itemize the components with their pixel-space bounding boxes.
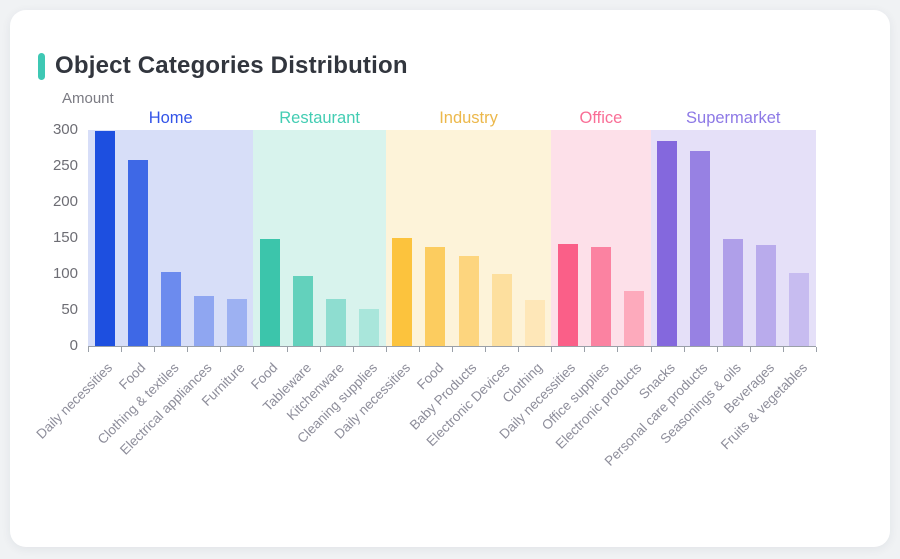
bar-supermarket-snacks[interactable] [657, 140, 678, 346]
bar-supermarket-beverages[interactable] [756, 245, 777, 346]
x-axis-tick-mark [418, 347, 420, 352]
x-axis-tick-mark [485, 347, 487, 352]
bar-home-daily-necessities[interactable] [94, 131, 115, 346]
bar-slot [684, 130, 717, 346]
x-axis-tick-mark [816, 347, 817, 352]
bar-office-electronic-products[interactable] [624, 291, 644, 346]
bar-restaurant-cleaning-supplies[interactable] [359, 309, 380, 346]
group-label-home: Home [148, 108, 193, 127]
group-panel-office [551, 130, 651, 346]
bar-slot [419, 130, 452, 346]
y-axis-tick-label: 150 [52, 229, 78, 246]
bar-slot [584, 130, 617, 346]
bar-slot [551, 130, 584, 346]
bar-home-furniture[interactable] [226, 299, 247, 346]
x-axis-tick-mark [319, 347, 321, 352]
plot-area [88, 130, 816, 347]
bar-slot [485, 130, 518, 346]
bar-slot [651, 130, 684, 346]
x-axis-tick-mark [253, 347, 255, 352]
group-panel-home [88, 130, 254, 346]
group-panel-restaurant [253, 130, 386, 346]
bar-restaurant-tableware[interactable] [293, 276, 314, 346]
x-axis-tick-mark [749, 347, 751, 352]
bar-slot [717, 130, 750, 346]
x-axis-tick-mark [385, 347, 387, 352]
bar-restaurant-kitchenware[interactable] [326, 299, 347, 346]
bar-industry-clothing[interactable] [524, 299, 545, 346]
y-axis-tick-label: 300 [52, 121, 78, 138]
y-axis-tick-label: 250 [52, 157, 78, 174]
x-axis-tick-mark [782, 347, 784, 352]
x-axis-tick-mark [452, 347, 453, 352]
bar-industry-food[interactable] [425, 246, 446, 346]
bar-slot [187, 130, 220, 346]
bar-slot [353, 130, 386, 346]
x-axis-tick-mark [716, 347, 718, 352]
x-axis-tick-mark [88, 347, 89, 352]
bar-office-office-supplies[interactable] [590, 246, 611, 346]
x-axis-tick-mark [617, 347, 619, 352]
bar-supermarket-personal-care-products[interactable] [690, 150, 711, 346]
y-axis-tick-label: 200 [52, 193, 78, 210]
x-axis-tick-mark [650, 347, 652, 352]
bar-slot [287, 130, 320, 346]
bar-industry-baby-products[interactable] [458, 256, 479, 346]
group-label-office: Office [579, 108, 623, 127]
card-header: Object Categories Distribution [38, 50, 408, 82]
bar-slot [386, 130, 419, 346]
bar-home-clothing-textiles[interactable] [160, 271, 181, 346]
bar-restaurant-food[interactable] [260, 239, 280, 346]
bar-slot [220, 130, 253, 346]
bar-slot [154, 130, 187, 346]
y-axis-tick-label: 50 [61, 301, 78, 318]
bar-slot [617, 130, 650, 346]
x-axis-tick-mark [352, 347, 354, 352]
bar-slot [320, 130, 353, 346]
bar-supermarket-seasonings-oils[interactable] [723, 239, 744, 346]
bar-slot [253, 130, 286, 346]
x-axis-tick-mark [220, 347, 222, 352]
bar-industry-daily-necessities[interactable] [392, 238, 413, 346]
x-axis-tick-mark [584, 347, 586, 352]
bar-slot [452, 130, 485, 346]
chart-card: Object Categories Distribution Amount 30… [10, 10, 890, 547]
y-axis-title: Amount [62, 90, 114, 107]
group-panel-industry [385, 130, 552, 346]
x-axis-tick-mark [187, 347, 189, 352]
bar-slot [783, 130, 816, 346]
x-axis-tick-mark [121, 347, 123, 352]
y-axis-tick-label: 100 [52, 265, 78, 282]
bar-home-electrical-appliances[interactable] [193, 295, 214, 346]
group-label-restaurant: Restaurant [279, 108, 360, 127]
bar-industry-electronic-devices[interactable] [491, 274, 512, 346]
x-axis-ticks [88, 347, 817, 353]
bar-slot [121, 130, 154, 346]
bar-slot [88, 130, 121, 346]
group-label-industry: Industry [439, 108, 498, 127]
x-axis-tick-mark [683, 347, 685, 352]
x-axis-tick-mark [154, 347, 156, 352]
bar-office-daily-necessities[interactable] [557, 243, 578, 346]
y-axis-tick-label: 0 [69, 337, 78, 354]
bar-slot [518, 130, 551, 346]
bar-supermarket-fruits-vegetables[interactable] [789, 272, 810, 346]
group-labels-row: Home Restaurant Industry Office Supermarket [88, 107, 816, 129]
group-panel-supermarket [650, 130, 816, 346]
bar-slot [750, 130, 783, 346]
x-axis-tick-mark [551, 347, 553, 352]
chart-title: Object Categories Distribution [55, 52, 408, 79]
x-axis-tick-mark [286, 347, 288, 352]
x-axis-tick-mark [518, 347, 520, 352]
bar-home-food[interactable] [127, 160, 148, 346]
title-accent-bar [38, 52, 45, 80]
group-label-supermarket: Supermarket [686, 108, 781, 127]
